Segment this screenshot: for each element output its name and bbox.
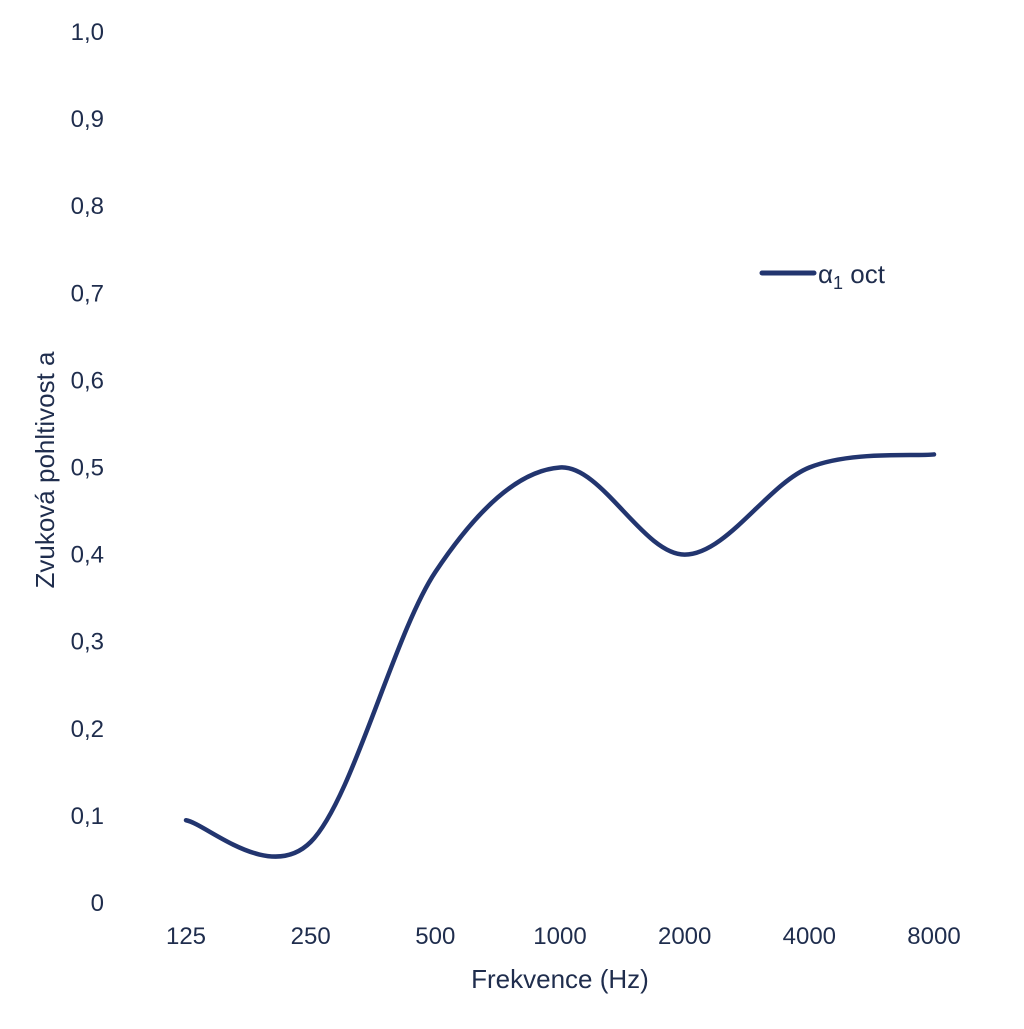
- legend-label: α1 oct: [818, 259, 886, 293]
- series-layer: [183, 452, 937, 859]
- y-axis-title: Zvuková pohltivost a: [30, 351, 60, 589]
- y-tick-label: 0,7: [71, 280, 104, 307]
- y-tick-label: 0,5: [71, 455, 104, 482]
- x-tick-label: 2000: [658, 923, 711, 950]
- y-tick-label: 0,1: [71, 803, 104, 830]
- x-axis-title: Frekvence (Hz): [471, 964, 649, 994]
- y-tick-label: 0,9: [71, 106, 104, 133]
- legend: α1 oct: [759, 259, 886, 293]
- legend-series-suffix: oct: [843, 259, 886, 289]
- y-tick-label: 0,3: [71, 629, 104, 656]
- legend-series-name: α: [818, 259, 833, 289]
- y-tick-labels: 0 0,1 0,2 0,3 0,4 0,5 0,6 0,7 0,8 0,9 1,0: [71, 19, 104, 917]
- x-tick-labels: 125 250 500 1000 2000 4000 8000: [166, 923, 961, 950]
- x-tick-label: 4000: [783, 923, 836, 950]
- x-tick-label: 8000: [907, 923, 960, 950]
- y-tick-label: 1,0: [71, 19, 104, 46]
- series-line: [183, 452, 937, 859]
- x-tick-label: 1000: [533, 923, 586, 950]
- y-tick-label: 0: [91, 890, 104, 917]
- y-tick-label: 0,6: [71, 367, 104, 394]
- x-tick-label: 500: [415, 923, 455, 950]
- legend-series-subscript: 1: [833, 273, 843, 293]
- y-tick-label: 0,8: [71, 193, 104, 220]
- x-tick-label: 125: [166, 923, 206, 950]
- x-tick-label: 250: [291, 923, 331, 950]
- y-tick-label: 0,2: [71, 716, 104, 743]
- y-tick-label: 0,4: [71, 542, 104, 569]
